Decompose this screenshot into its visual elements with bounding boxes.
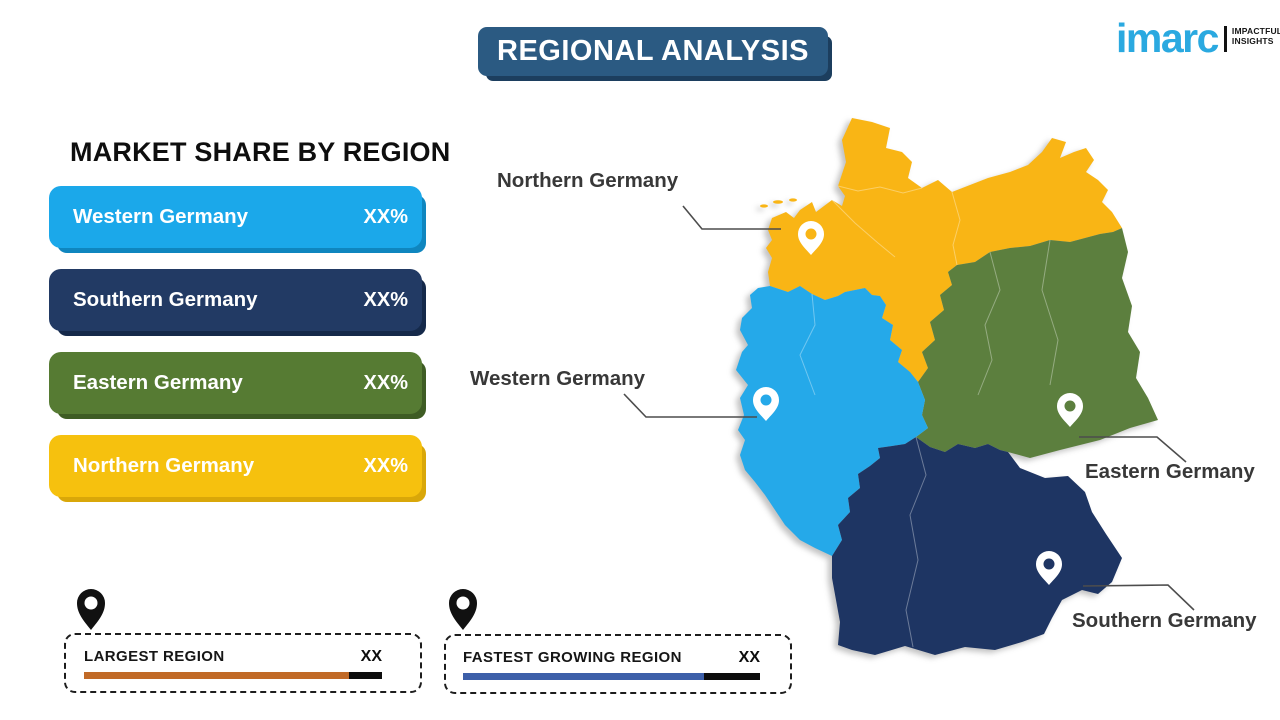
logo-divider xyxy=(1223,26,1227,52)
legend-item-value: XX% xyxy=(363,205,408,228)
fastest-growing-region-box: FASTEST GROWING REGION XX xyxy=(444,634,792,694)
largest-region-label: LARGEST REGION xyxy=(84,647,225,665)
state-borders xyxy=(799,185,1059,648)
map-pin-southern xyxy=(1036,551,1062,585)
legend-heading: MARKET SHARE BY REGION xyxy=(70,137,451,167)
legend-item-eastern: Eastern Germany XX% xyxy=(49,352,422,414)
title-banner: REGIONAL ANALYSIS xyxy=(478,27,828,76)
legend-item-southern: Southern Germany XX% xyxy=(49,269,422,331)
fastest-growing-label: FASTEST GROWING REGION xyxy=(463,648,682,666)
logo-tagline: IMPACTFUL INSIGHTS xyxy=(1232,26,1280,46)
legend-item-value: XX% xyxy=(363,454,408,477)
region-eastern-germany xyxy=(916,228,1158,458)
region-northern-germany xyxy=(766,118,1122,382)
map-label-western: Western Germany xyxy=(470,367,646,390)
region-southern-germany xyxy=(832,437,1122,655)
logo-tagline-line2: INSIGHTS xyxy=(1231,36,1274,46)
logo-tagline-line1: IMPACTFUL xyxy=(1231,26,1280,36)
largest-region-pin-icon xyxy=(77,589,105,630)
imarc-logo-text: imarc xyxy=(1116,15,1219,61)
map-label-eastern: Eastern Germany xyxy=(1085,460,1255,483)
legend-item-value: XX% xyxy=(363,288,408,311)
largest-region-value: XX xyxy=(360,647,382,665)
legend-pills: Western Germany XX% Southern Germany XX%… xyxy=(49,186,422,497)
map-pin-northern xyxy=(798,221,824,255)
fastest-growing-value: XX xyxy=(738,648,760,666)
frisian-islands xyxy=(760,198,797,208)
legend-item-label: Northern Germany xyxy=(73,454,255,477)
largest-region-box: LARGEST REGION XX xyxy=(64,633,422,693)
fastest-growing-bar-track xyxy=(463,672,760,680)
map-label-southern: Southern Germany xyxy=(1072,609,1257,632)
fastest-growing-pin-icon xyxy=(449,589,477,630)
legend-item-northern: Northern Germany XX% xyxy=(49,435,422,497)
largest-region-bar-fill xyxy=(84,671,350,679)
imarc-logo: imarc IMPACTFUL INSIGHTS xyxy=(1116,15,1280,61)
legend-item-label: Western Germany xyxy=(73,205,249,228)
map-pin-eastern xyxy=(1057,393,1083,427)
legend-item-western: Western Germany XX% xyxy=(49,186,422,248)
largest-region-bar-track xyxy=(84,671,382,679)
legend-item-label: Southern Germany xyxy=(73,288,258,311)
legend-item-value: XX% xyxy=(363,371,408,394)
germany-map xyxy=(736,118,1158,655)
legend-item-label: Eastern Germany xyxy=(73,371,243,394)
region-western-germany xyxy=(736,286,928,556)
map-pin-western xyxy=(753,387,779,421)
page-title: REGIONAL ANALYSIS xyxy=(497,35,809,67)
map-label-northern: Northern Germany xyxy=(497,169,679,192)
fastest-growing-bar-fill xyxy=(463,672,704,680)
